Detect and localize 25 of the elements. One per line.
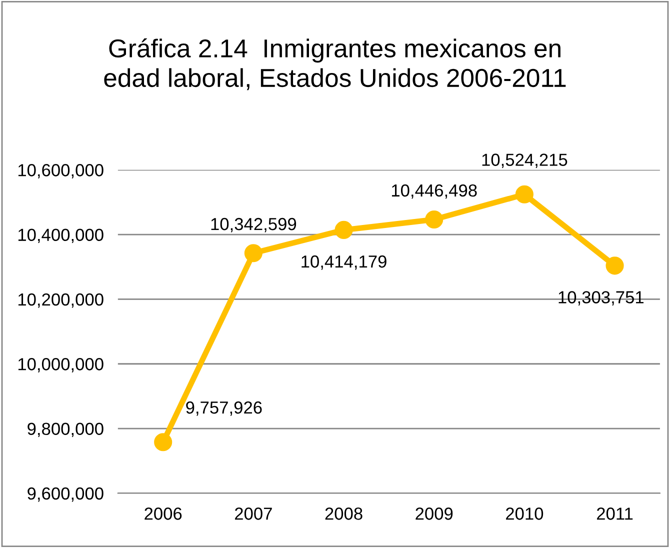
x-tick-label: 2008	[325, 508, 362, 520]
y-tick-label: 10,200,000	[18, 293, 104, 308]
y-tick-label: 10,000,000	[18, 358, 104, 372]
y-tick-label: 10,400,000	[18, 228, 104, 244]
y-tick-label: 9,800,000	[28, 422, 104, 438]
point	[244, 244, 262, 262]
x-tick-label: 2011	[596, 508, 633, 520]
data-label: 10,342,599	[211, 218, 296, 232]
y-tick-label: 9,600,000	[28, 487, 104, 502]
data-label: 10,414,179	[302, 255, 386, 270]
y-tick-label: 10,600,000	[18, 164, 104, 178]
point	[154, 433, 172, 452]
chart-title: Gráfica 2.14 Inmigrantes mexicanos en edad laboral, Estados Unidos 2006-2011	[104, 38, 566, 90]
data-label: 10,303,751	[558, 291, 644, 306]
data-label: 10,524,215	[482, 154, 568, 168]
x-tick-label: 2009	[416, 508, 453, 520]
point	[515, 185, 534, 204]
x-tick-label: 2007	[234, 508, 272, 520]
data-label: 9,757,926	[186, 401, 262, 416]
point	[334, 220, 353, 239]
x-tick-label: 2010	[506, 508, 544, 520]
data-label: 10,446,498	[392, 184, 477, 199]
point	[606, 256, 624, 275]
point	[425, 210, 444, 229]
x-tick-label: 2006	[144, 508, 182, 520]
